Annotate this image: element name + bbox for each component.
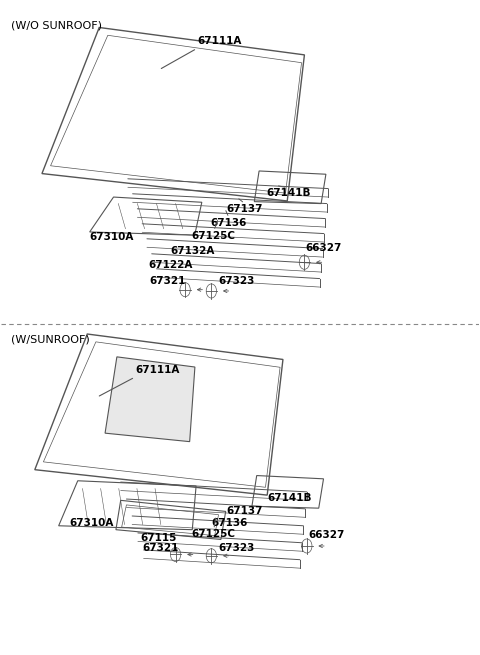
Text: 67136: 67136 bbox=[211, 218, 247, 228]
Text: 67310A: 67310A bbox=[70, 518, 114, 528]
Text: 67136: 67136 bbox=[211, 518, 248, 528]
Text: 67141B: 67141B bbox=[267, 493, 312, 504]
Text: 67321: 67321 bbox=[142, 542, 179, 553]
Text: (W/O SUNROOF): (W/O SUNROOF) bbox=[11, 21, 102, 31]
Text: 67141B: 67141B bbox=[266, 188, 311, 198]
Text: 67111A: 67111A bbox=[135, 365, 180, 375]
Text: 67137: 67137 bbox=[227, 204, 263, 214]
Text: 67137: 67137 bbox=[227, 506, 263, 516]
Text: 67115: 67115 bbox=[141, 533, 177, 542]
Text: 67323: 67323 bbox=[218, 542, 255, 553]
Text: 67125C: 67125C bbox=[192, 231, 236, 241]
Text: 67323: 67323 bbox=[218, 276, 255, 286]
Text: 67132A: 67132A bbox=[170, 246, 215, 255]
Text: 66327: 66327 bbox=[306, 242, 342, 253]
Text: 67310A: 67310A bbox=[89, 233, 133, 242]
Polygon shape bbox=[105, 357, 195, 441]
Text: 67111A: 67111A bbox=[197, 36, 241, 46]
Text: (W/SUNROOF): (W/SUNROOF) bbox=[11, 334, 90, 344]
Text: 66327: 66327 bbox=[308, 529, 345, 540]
Text: 67125C: 67125C bbox=[192, 529, 236, 539]
Text: 67122A: 67122A bbox=[149, 260, 193, 270]
Text: 67321: 67321 bbox=[149, 276, 186, 286]
